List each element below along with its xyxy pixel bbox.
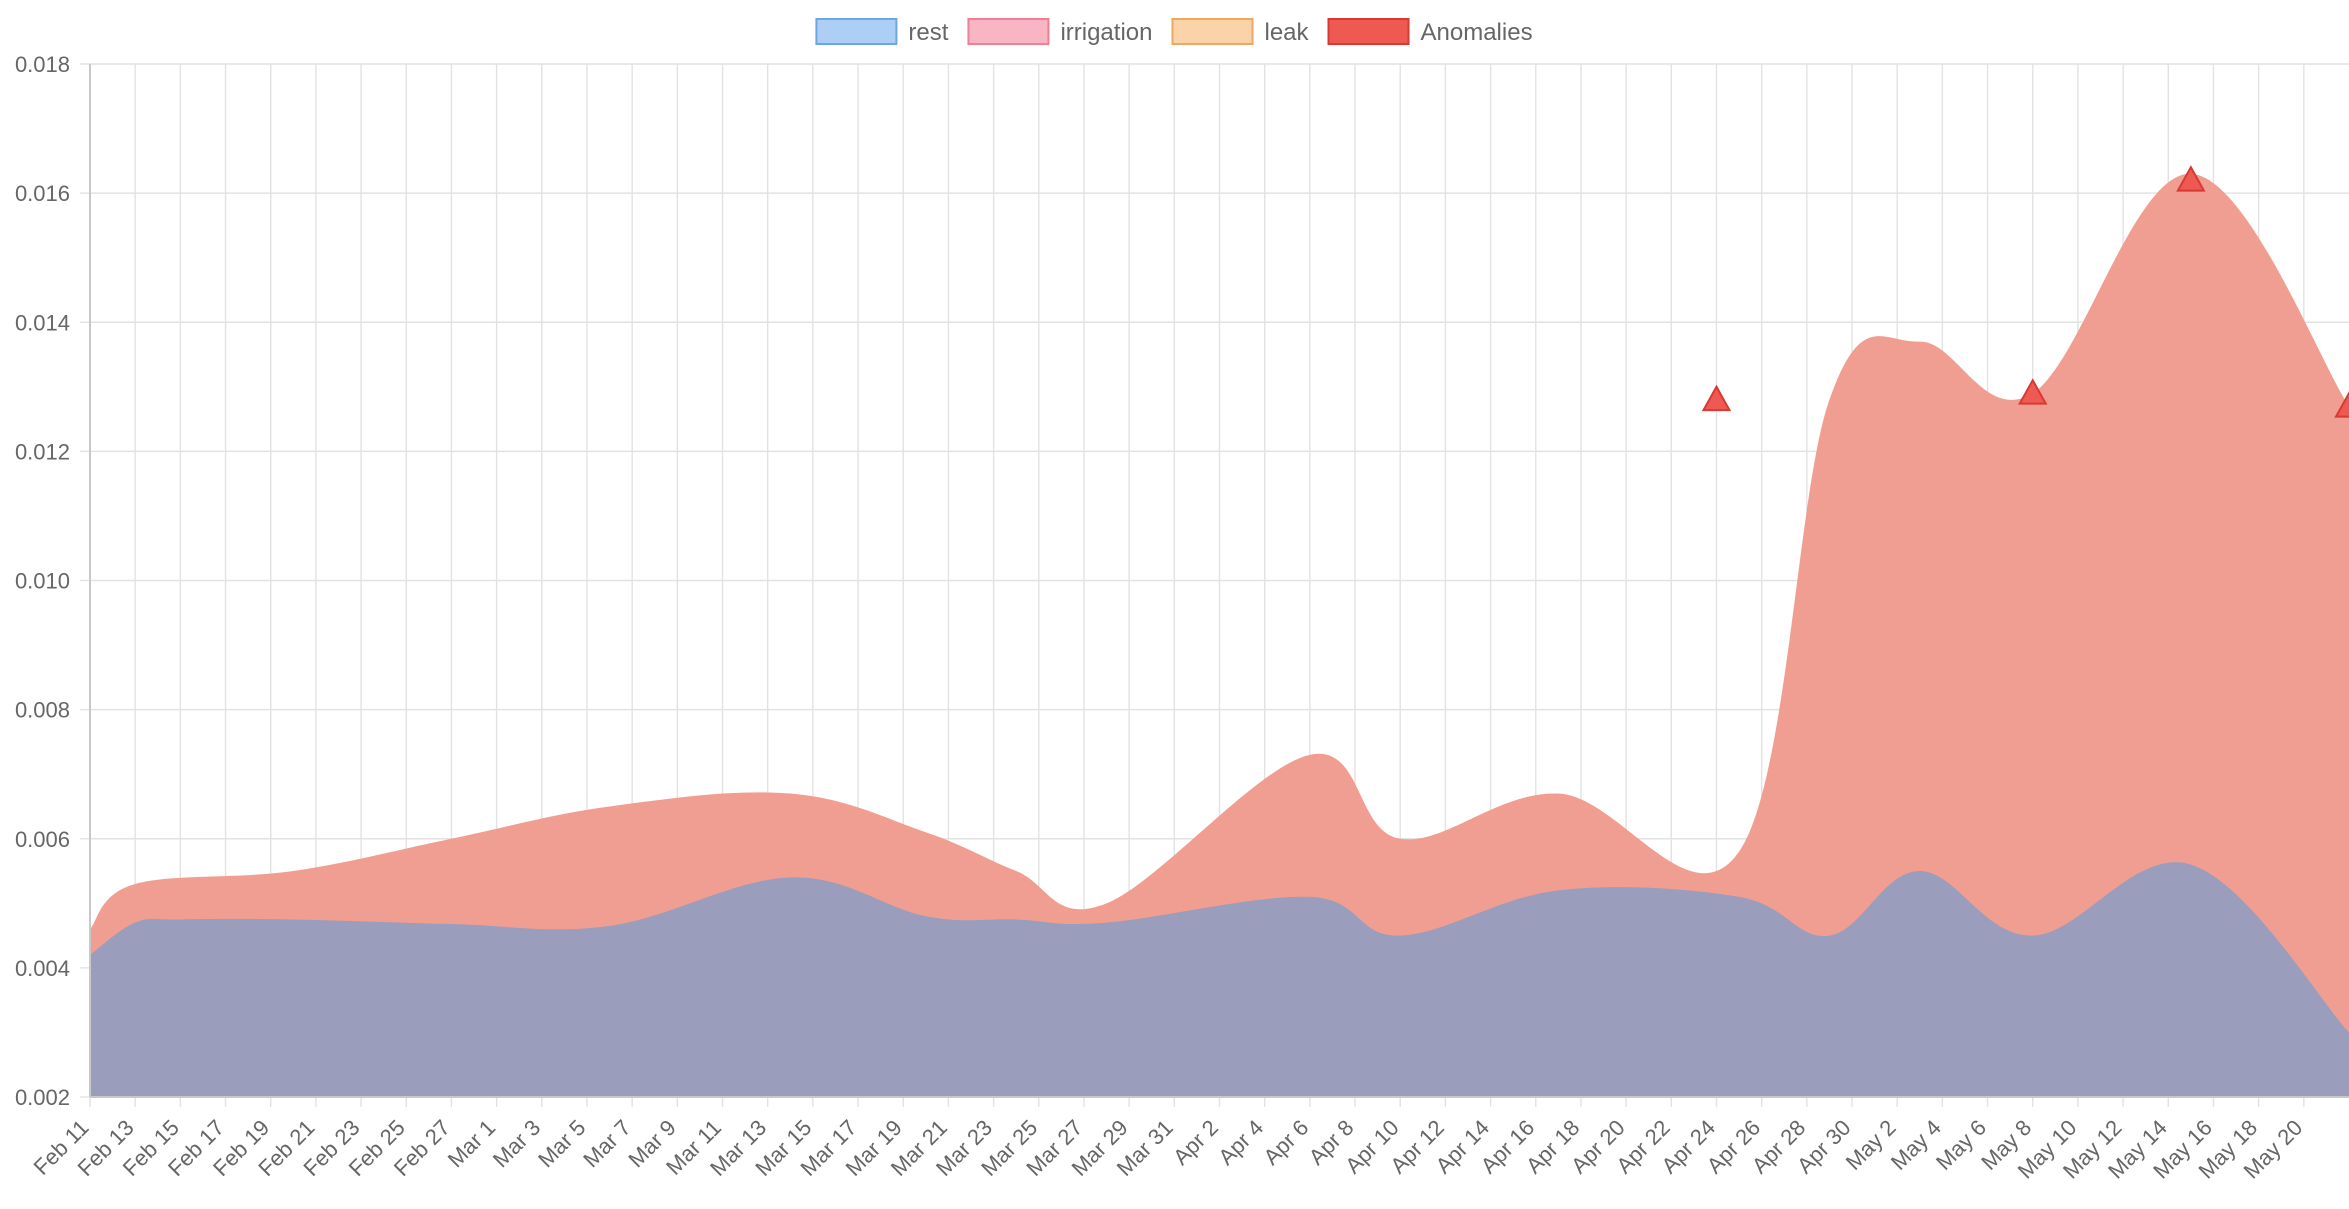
anomaly-marker-0 xyxy=(1701,384,1732,412)
legend-label-anomalies: Anomalies xyxy=(1421,19,1533,46)
x-tick-label: Mar 3 xyxy=(488,1115,545,1172)
legend-swatch-irrigation xyxy=(967,18,1050,45)
y-tick-label: 0.012 xyxy=(15,439,70,464)
x-tick-label: Mar 7 xyxy=(578,1115,635,1172)
legend-swatch-leak xyxy=(1171,18,1254,45)
y-tick-label: 0.008 xyxy=(15,698,70,723)
legend: rest irrigation leak Anomalies xyxy=(815,18,1533,46)
legend-swatch-rest xyxy=(815,18,898,45)
y-tick-label: 0.010 xyxy=(15,569,70,594)
area-series-rest xyxy=(90,862,2349,1097)
x-tick-label: May 4 xyxy=(1886,1115,1946,1175)
legend-swatch-anomalies xyxy=(1327,18,1410,45)
x-tick-label: Mar 1 xyxy=(443,1115,500,1172)
legend-label-leak: leak xyxy=(1264,19,1309,46)
x-tick-label: Apr 2 xyxy=(1168,1115,1223,1170)
legend-label-irrigation: irrigation xyxy=(1060,19,1152,46)
x-tick-label: Mar 5 xyxy=(533,1115,590,1172)
area-layer xyxy=(90,173,2349,1097)
x-tick-label: May 6 xyxy=(1931,1115,1991,1175)
anomaly-marker-3 xyxy=(2334,391,2349,418)
y-tick-label: 0.004 xyxy=(15,956,70,981)
anomaly-marker-1 xyxy=(2018,378,2048,405)
y-tick-label: 0.014 xyxy=(15,310,70,335)
area-series-leak xyxy=(90,173,2349,1097)
x-tick-label: May 2 xyxy=(1841,1115,1901,1175)
y-tick-label: 0.016 xyxy=(15,181,70,206)
y-tick-label: 0.002 xyxy=(15,1085,70,1110)
y-tick-label: 0.018 xyxy=(15,52,70,77)
anomaly-marker-2 xyxy=(2176,165,2206,192)
x-tick-label: Apr 6 xyxy=(1259,1115,1314,1170)
y-tick-label: 0.006 xyxy=(15,827,70,852)
x-tick-label: Apr 4 xyxy=(1213,1115,1268,1170)
legend-label-rest: rest xyxy=(908,19,948,46)
anomaly-layer xyxy=(1701,165,2349,418)
